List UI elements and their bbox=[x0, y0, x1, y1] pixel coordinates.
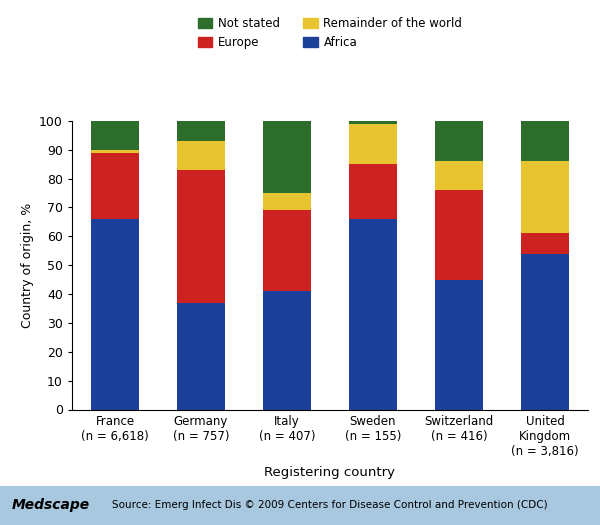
Bar bbox=[178, 170, 224, 302]
Bar bbox=[521, 121, 569, 161]
Bar bbox=[91, 121, 139, 150]
Legend: Not stated, Europe, Remainder of the world, Africa: Not stated, Europe, Remainder of the wor… bbox=[197, 17, 463, 49]
Bar bbox=[521, 161, 569, 233]
Bar bbox=[521, 254, 569, 410]
Bar bbox=[263, 210, 311, 291]
Bar bbox=[178, 121, 224, 141]
Bar bbox=[263, 121, 311, 193]
Bar bbox=[349, 121, 397, 123]
Bar bbox=[349, 219, 397, 410]
FancyBboxPatch shape bbox=[0, 486, 600, 525]
Text: Source: Emerg Infect Dis © 2009 Centers for Disease Control and Prevention (CDC): Source: Emerg Infect Dis © 2009 Centers … bbox=[112, 500, 548, 510]
Bar bbox=[263, 193, 311, 210]
Bar bbox=[349, 164, 397, 219]
Bar bbox=[178, 302, 224, 410]
Bar bbox=[263, 291, 311, 410]
Bar bbox=[178, 141, 224, 170]
Bar bbox=[91, 152, 139, 219]
Text: Medscape: Medscape bbox=[12, 498, 90, 512]
Bar bbox=[91, 219, 139, 410]
Bar bbox=[436, 279, 482, 410]
Bar bbox=[91, 150, 139, 152]
Bar bbox=[349, 123, 397, 164]
Y-axis label: Country of origin, %: Country of origin, % bbox=[20, 203, 34, 328]
Bar bbox=[436, 190, 482, 279]
Bar bbox=[436, 161, 482, 190]
Bar bbox=[436, 121, 482, 161]
Bar bbox=[521, 233, 569, 254]
X-axis label: Registering country: Registering country bbox=[265, 466, 395, 479]
